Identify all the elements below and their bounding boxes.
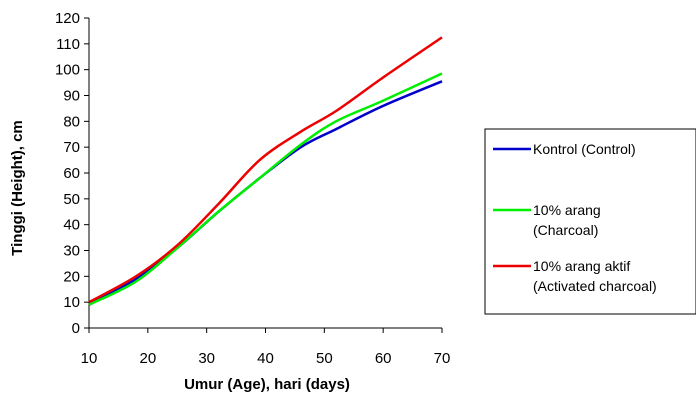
x-axis: 10 20 30 40 50 60 70 [81, 327, 451, 367]
x-tick-label: 30 [198, 350, 215, 367]
legend-label: (Charcoal) [533, 222, 598, 238]
legend-label: (Activated charcoal) [533, 278, 657, 294]
series-line-2 [88, 72, 443, 306]
y-tick-label: 120 [55, 10, 80, 27]
y-tick-label: 90 [63, 88, 80, 105]
x-tick-label: 60 [375, 350, 392, 367]
y-tick-label: 30 [63, 243, 80, 260]
y-tick-label: 50 [63, 191, 80, 208]
x-tick-label: 20 [139, 350, 156, 367]
y-tick-label: 40 [63, 217, 80, 234]
y-tick-label: 60 [63, 165, 80, 182]
y-tick-label: 80 [63, 113, 80, 130]
x-tick-label: 50 [316, 350, 333, 367]
series-lines [88, 36, 443, 306]
legend-item: 10% arang (Charcoal) [493, 202, 601, 238]
legend: Kontrol (Control)10% arang(Charcoal)10% … [484, 128, 696, 315]
legend-box [484, 128, 696, 315]
legend-label: 10% arang [533, 202, 601, 218]
legend-label: Kontrol (Control) [533, 141, 636, 157]
legend-item: 10% arang aktif (Activated charcoal) [493, 258, 657, 294]
legend-item: Kontrol (Control) [493, 141, 636, 157]
y-tick-label: 0 [72, 320, 80, 337]
y-tick-label: 100 [55, 62, 80, 79]
x-tick-label: 70 [434, 350, 451, 367]
series-line-3 [88, 36, 443, 304]
y-tick-label: 20 [63, 268, 80, 285]
y-axis: 0 10 20 30 40 50 60 70 80 90 100 110 120 [55, 10, 90, 337]
x-tick-label: 10 [81, 350, 98, 367]
legend-label: 10% arang aktif [533, 258, 630, 274]
x-axis-title: Umur (Age), hari (days) [184, 376, 350, 393]
y-tick-label: 70 [63, 139, 80, 156]
x-tick-label: 40 [257, 350, 274, 367]
y-tick-label: 110 [56, 36, 80, 53]
y-axis-title: Tinggi (Height), cm [9, 120, 26, 256]
y-tick-label: 10 [63, 294, 80, 311]
